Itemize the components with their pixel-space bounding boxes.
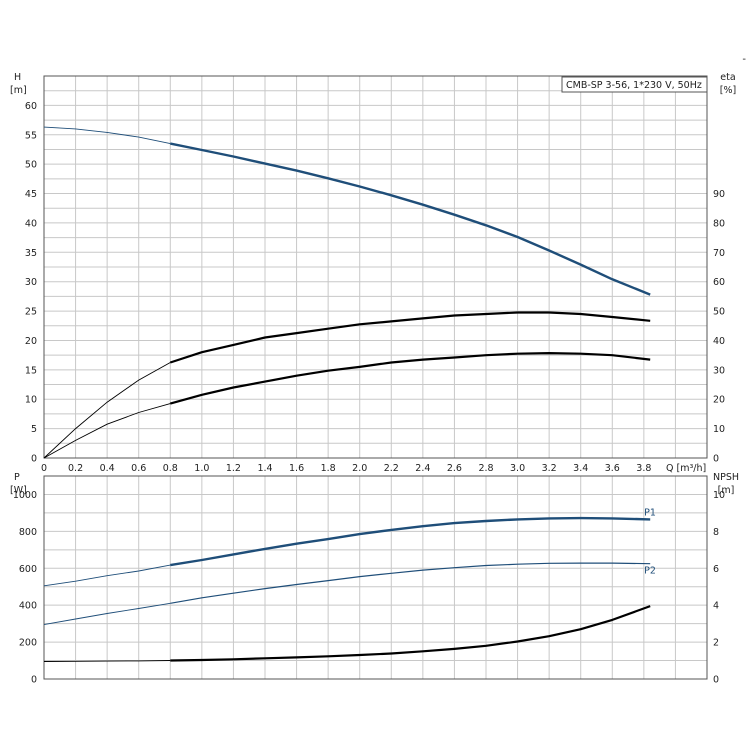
y-right-axis-unit: [m] [718, 485, 735, 496]
x-tick-label: 1.2 [226, 463, 241, 474]
gridlines-panel-2 [44, 476, 707, 679]
x-tick-label: 3.2 [542, 463, 557, 474]
y-left-tick-label: 45 [25, 189, 37, 200]
series-line-2-2 [170, 562, 651, 604]
y-right-tick-label: 6 [713, 564, 719, 575]
series-line-2-3 [170, 605, 651, 662]
x-tick-label: 0 [41, 463, 47, 474]
x-tick-label: 0.8 [163, 463, 178, 474]
y-left-axis-label: H [14, 72, 21, 83]
y-left-tick-label: 55 [25, 130, 37, 141]
y-left-tick-label: 15 [25, 365, 37, 376]
series-line-1-2-low-flow [43, 362, 171, 459]
y-right-tick-label: 0 [713, 675, 719, 686]
y-right-axis-label: eta [720, 72, 735, 83]
x-tick-label: 1.0 [194, 463, 209, 474]
y-right-tick-label: 50 [713, 307, 725, 318]
y-left-tick-label: 200 [19, 638, 37, 649]
y-left-axis-label: P [14, 472, 20, 483]
series-line-1-2 [169, 311, 651, 364]
y-right-axis-unit: [%] [720, 85, 736, 96]
x-tick-label: 2.0 [352, 463, 367, 474]
y-left-tick-label: 25 [25, 307, 37, 318]
y-left-tick-label: 30 [25, 277, 37, 288]
y-left-tick-label: 800 [19, 527, 37, 538]
series-label-p2: P2 [644, 566, 656, 577]
x-tick-label: 0.2 [68, 463, 83, 474]
gridlines-panel-1 [44, 76, 707, 458]
y-right-tick-label: 90 [713, 189, 725, 200]
y-left-tick-label: 600 [19, 564, 37, 575]
series-line-2-3-low-flow [43, 660, 171, 662]
series-line-1-3 [170, 352, 651, 405]
series-line-2-2-low-flow [43, 602, 171, 626]
series-label-p1: P1 [644, 507, 656, 518]
y-left-tick-label: 35 [25, 248, 37, 259]
x-tick-label: 0.6 [131, 463, 146, 474]
y-right-tick-label: 40 [713, 336, 725, 347]
y-left-axis-unit: [m] [10, 85, 27, 96]
y-right-axis-label: NPSH [713, 472, 739, 483]
y-right-tick-label: 70 [713, 248, 725, 259]
y-left-tick-label: 0 [31, 675, 37, 686]
x-tick-label: 1.4 [257, 463, 272, 474]
x-tick-label: 1.8 [321, 463, 336, 474]
y-left-tick-label: 10 [25, 395, 37, 406]
y-right-tick-label: 2 [713, 638, 719, 649]
y-left-tick-label: 40 [25, 218, 37, 229]
chart-title-box [561, 76, 708, 93]
x-tick-label: 2.8 [478, 463, 493, 474]
y-right-tick-label: 0 [713, 454, 719, 465]
x-tick-label: 1.6 [289, 463, 304, 474]
x-tick-label: 2.6 [447, 463, 462, 474]
series-line-1-3-low-flow [43, 403, 171, 459]
y-left-tick-label: 1000 [13, 490, 37, 501]
plot-frame-panel-1 [43, 75, 708, 459]
y-right-tick-label: 10 [713, 424, 725, 435]
x-tick-label: 3.6 [605, 463, 620, 474]
x-axis-label: Q [m³/h] [666, 463, 706, 474]
chart-title: CMB-SP 3-56, 1*230 V, 50Hz [566, 80, 702, 91]
y-right-tick-label: 30 [713, 365, 725, 376]
x-tick-label: 3.4 [573, 463, 588, 474]
y-left-tick-label: 0 [31, 454, 37, 465]
y-right-tick-label: 20 [713, 395, 725, 406]
y-right-tick-label: 80 [713, 218, 725, 229]
y-left-axis-unit: [W] [10, 485, 27, 496]
y-right-tick-label: 10 [713, 490, 725, 501]
y-right-tick-label: 4 [713, 601, 719, 612]
x-tick-label: 0.4 [100, 463, 115, 474]
series-line-1-1 [170, 142, 651, 296]
series-line-1-1-low-flow [43, 126, 171, 145]
x-tick-label: 2.4 [415, 463, 430, 474]
y-right-tick-label: 60 [713, 277, 725, 288]
y-left-tick-label: 20 [25, 336, 37, 347]
y-left-tick-label: 5 [31, 424, 37, 435]
x-tick-label: 2.2 [384, 463, 399, 474]
y-left-tick-label: 50 [25, 160, 37, 171]
y-left-tick-label: 60 [25, 101, 37, 112]
x-tick-label: 3.8 [636, 463, 651, 474]
series-line-2-1 [170, 516, 651, 567]
y-right-tick-label: 8 [713, 527, 719, 538]
series-line-2-1-low-flow [43, 564, 171, 587]
corner-mark: - [742, 54, 746, 65]
plot-frame-panel-2 [43, 475, 708, 680]
x-tick-label: 3.0 [510, 463, 525, 474]
y-left-tick-label: 400 [19, 601, 37, 612]
